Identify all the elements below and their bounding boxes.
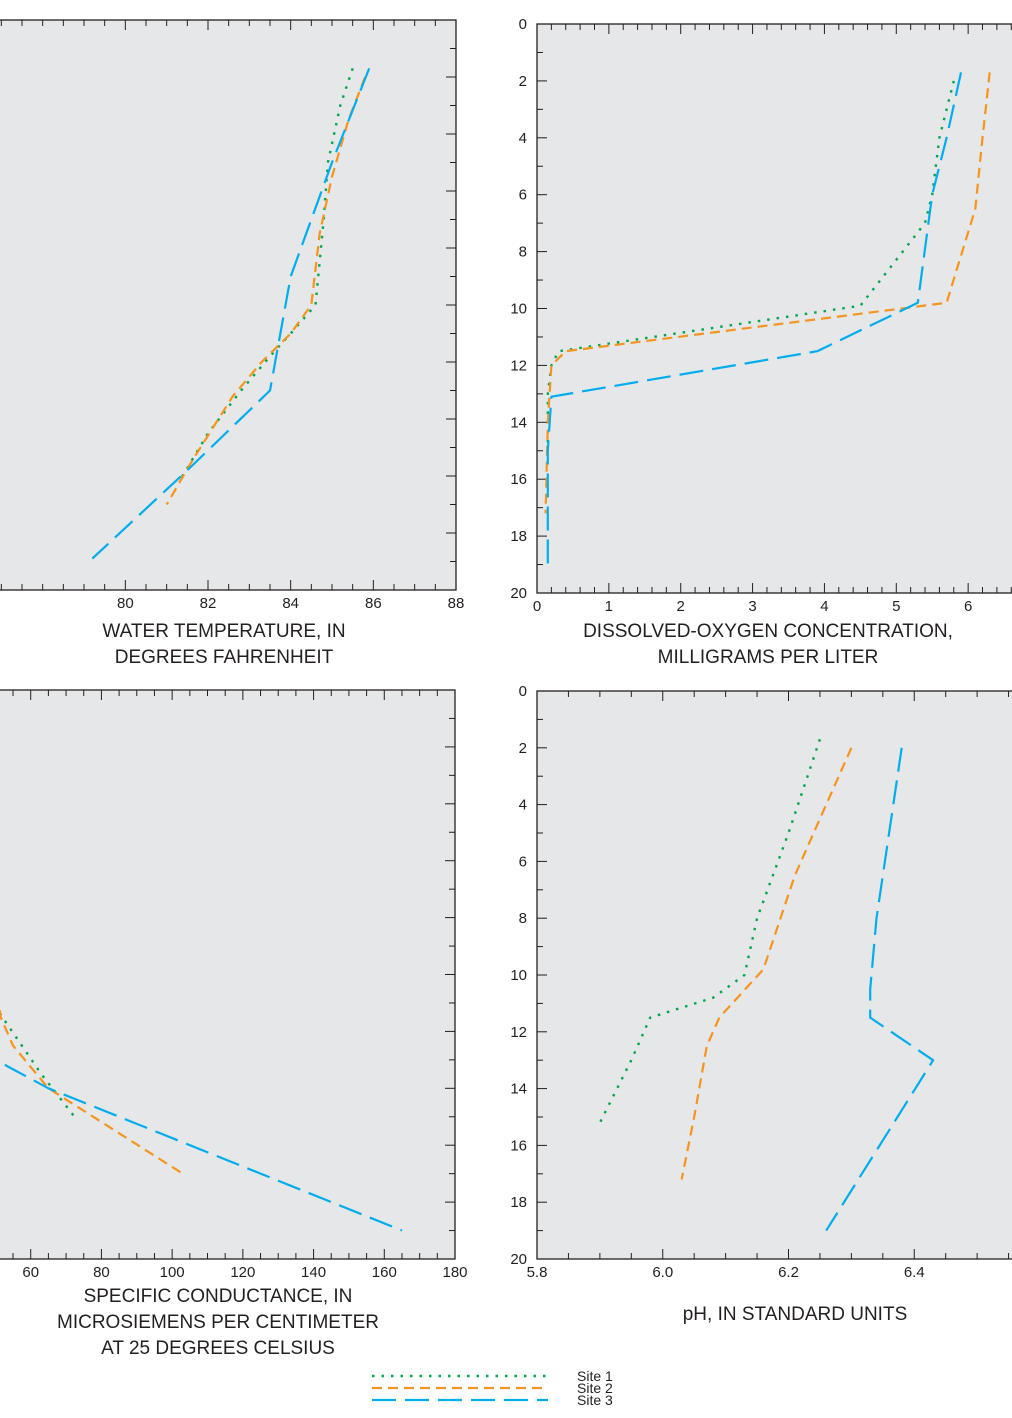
legend-label: Site 1	[577, 1368, 613, 1384]
series-line-site-1	[546, 80, 955, 451]
y-tick-label: 2	[519, 73, 527, 90]
x-tick-label: 1	[605, 598, 613, 615]
y-tick-label: 4	[519, 130, 527, 147]
series-line-site-3	[546, 72, 963, 565]
y-tick-label: 6	[519, 853, 527, 870]
x-tick-label: 6.4	[904, 1264, 925, 1281]
chart-temperature: 80 82 84 86 88 WATER TEMPERATURE, IN DEGREES F…	[0, 19, 465, 668]
y-tick-label: 18	[510, 528, 527, 545]
x-tick-label: 6	[964, 598, 972, 615]
x-tick-label: 180	[442, 1264, 467, 1281]
y-tick-label: 10	[510, 301, 527, 318]
series-line-site-3	[0, 1057, 403, 1232]
x-tick-label: 2	[677, 598, 685, 615]
chart-ph: 5.8 6.0 6.2 6.4 0 2 4 6 8 10 12 14 16 18 20 pH, IN STAN…	[510, 683, 1012, 1325]
x-tick-label: 0	[533, 598, 541, 615]
x-tick-label: 4	[820, 598, 828, 615]
series-line-site-3	[825, 747, 935, 1232]
x-axis-title: DEGREES FAHRENHEIT	[115, 647, 334, 668]
x-axis-title: SPECIFIC CONDUCTANCE, IN	[84, 1286, 353, 1307]
x-tick-label: 3	[748, 598, 756, 615]
x-tick-label: 80	[93, 1264, 110, 1281]
legend-label: Site 3	[577, 1392, 613, 1408]
x-axis-title: MILLIGRAMS PER LITER	[658, 647, 879, 668]
x-tick-label: 6.0	[652, 1264, 673, 1281]
series-line-site-2	[0, 1002, 184, 1175]
series-line-site-2	[680, 747, 853, 1180]
y-tick-label: 8	[519, 910, 527, 927]
x-tick-label: 100	[160, 1264, 185, 1281]
x-axis-title: AT 25 DEGREES CELSIUS	[101, 1338, 335, 1359]
series-line-site-1	[178, 68, 354, 483]
x-tick-label: 88	[448, 595, 465, 612]
plot-area	[536, 23, 1012, 594]
x-tick-label: 60	[22, 1264, 39, 1281]
x-axis-title: MICROSIEMENS PER CENTIMETER	[57, 1312, 379, 1333]
x-tick-label: 140	[301, 1264, 326, 1281]
chart-conductance: 60 80 100 120 140 160 180 SPECIFIC CONDUCTANCE,…	[0, 689, 468, 1359]
x-tick-label: 120	[230, 1264, 255, 1281]
x-axis-title: DISSOLVED-OXYGEN CONCENTRATION,	[583, 621, 953, 642]
x-tick-label: 84	[282, 595, 299, 612]
y-tick-label: 18	[510, 1194, 527, 1211]
y-tick-label: 4	[519, 797, 527, 814]
series-line-site-3	[91, 67, 371, 560]
x-axis-title: WATER TEMPERATURE, IN	[102, 621, 345, 642]
legend-label: Site 2	[577, 1380, 613, 1396]
x-tick-label: 6.2	[778, 1264, 799, 1281]
plot-area	[0, 689, 456, 1260]
y-tick-label: 14	[510, 414, 527, 431]
y-tick-label: 6	[519, 187, 527, 204]
x-tick-label: 5.8	[527, 1264, 548, 1281]
y-tick-label: 10	[510, 967, 527, 984]
series-line-site-1	[598, 738, 822, 1124]
y-tick-label: 16	[510, 1137, 527, 1154]
y-tick-label: 12	[510, 1024, 527, 1041]
y-tick-label: 12	[510, 357, 527, 374]
x-tick-label: 82	[200, 595, 217, 612]
plot-area	[0, 19, 457, 591]
y-tick-label: 2	[519, 740, 527, 757]
x-tick-label: 80	[117, 595, 134, 612]
y-tick-label: 16	[510, 471, 527, 488]
y-tick-label: 14	[510, 1081, 527, 1098]
x-tick-label: 86	[365, 595, 382, 612]
plot-area	[536, 690, 1012, 1260]
y-tick-label: 20	[510, 1251, 527, 1268]
y-tick-label: 0	[519, 16, 527, 33]
y-tick-label: 20	[510, 585, 527, 602]
y-tick-label: 8	[519, 244, 527, 261]
x-tick-label: 160	[372, 1264, 397, 1281]
y-tick-label: 0	[519, 683, 527, 700]
x-axis-title: pH, IN STANDARD UNITS	[683, 1304, 908, 1325]
chart-dissolved-oxygen: 0 1 2 3 4 5 602468101214161820DISSOLVED-OXYGEN…	[510, 16, 1012, 668]
x-tick-label: 5	[892, 598, 900, 615]
